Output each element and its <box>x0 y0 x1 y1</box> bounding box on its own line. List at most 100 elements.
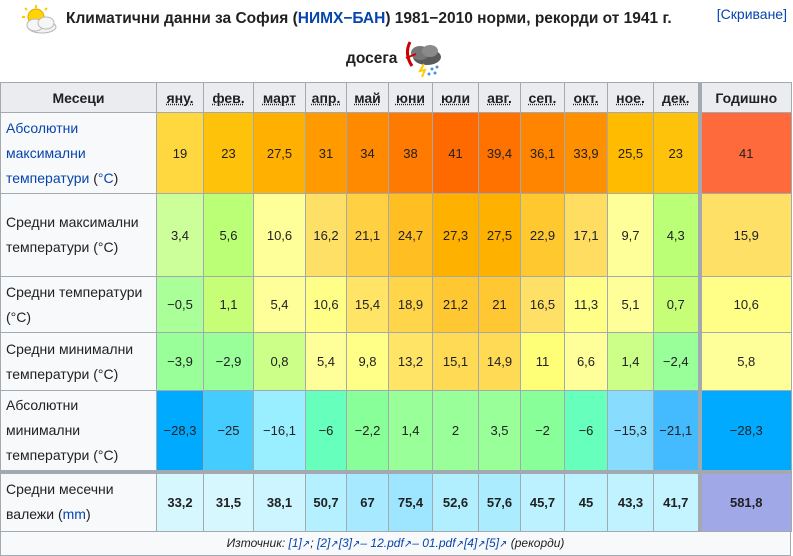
hide-toggle-button[interactable]: [Скриване] <box>716 6 787 22</box>
value-cell: −2,2 <box>346 390 389 472</box>
row-label: Средни минимални температури (°C) <box>0 332 157 391</box>
value-cell: 15,1 <box>432 332 479 391</box>
value-cell: 21 <box>478 276 521 333</box>
source-refs: [1]↗; [2]↗[3]↗– 12.pdf↗– 01.pdf↗[4]↗[5]↗ <box>289 536 508 550</box>
value-cell: 13,2 <box>388 332 433 391</box>
row-label-link[interactable]: mm <box>62 506 86 523</box>
month-label: юни <box>395 89 426 106</box>
annual-cell: 15,9 <box>697 193 792 277</box>
value-cell: 27,3 <box>432 193 479 277</box>
value-cell: −2,9 <box>203 332 254 391</box>
source-ref-link[interactable]: [5] <box>485 536 500 550</box>
source-prefix: Източник: <box>226 536 289 550</box>
value-cell: 10,6 <box>305 276 347 333</box>
value-cell: 24,7 <box>388 193 433 277</box>
table-row: Средни месечни валежи (mm) 33,2 31,5 38,1 50… <box>0 469 792 532</box>
value-cell: 67 <box>346 469 389 532</box>
row-label-text: ( <box>89 169 98 186</box>
value-cell: 10,6 <box>253 193 306 277</box>
external-link-icon: ↗ <box>403 539 413 550</box>
table-row: Абсолютни минимални температури (°C) −28,… <box>0 390 792 472</box>
value-cell: 3,4 <box>156 193 204 277</box>
row-label: Средни температури (°C) <box>0 276 157 333</box>
source-ref-link[interactable]: [4] <box>463 536 478 550</box>
value-cell: 33,2 <box>156 469 204 532</box>
row-label: Средни максимални температури (°C) <box>0 193 157 277</box>
month-label: фев. <box>212 89 245 106</box>
value-cell: 31 <box>305 112 347 194</box>
row-label-text: Средни максимални температури (°C) <box>6 214 139 255</box>
month-label: апр. <box>311 89 341 106</box>
value-cell: 31,5 <box>203 469 254 532</box>
value-cell: 4,3 <box>653 193 700 277</box>
value-cell: 5,6 <box>203 193 254 277</box>
month-label: ное. <box>616 89 645 106</box>
row-label-text: Абсолютни минимални температури (°C) <box>6 396 119 463</box>
value-cell: 21,1 <box>346 193 389 277</box>
source-ref-link[interactable]: [1] <box>288 536 302 550</box>
value-cell: 57,6 <box>478 469 521 532</box>
value-cell: 1,4 <box>388 390 433 472</box>
value-cell: 21,2 <box>432 276 479 333</box>
source-ref-link[interactable]: – 01.pdf <box>412 536 456 550</box>
value-cell: 23 <box>203 112 254 194</box>
value-cell: 9,7 <box>607 193 654 277</box>
source-ref-link[interactable]: – 12.pdf <box>360 536 404 550</box>
month-header: фев. <box>203 82 254 113</box>
value-cell: 19 <box>156 112 204 194</box>
table-row: Средни температури (°C) −0,5 1,1 5,4 10,6 15,… <box>0 276 792 333</box>
value-cell: 39,4 <box>478 112 521 194</box>
row-label-text: ( <box>54 506 63 523</box>
value-cell: 45 <box>564 469 608 532</box>
row-label-link[interactable]: °C <box>97 169 114 186</box>
table-caption: Климатични данни за София (НИМХ−БАН) 198… <box>0 0 793 82</box>
months-header: Месеци <box>0 82 157 113</box>
value-cell: 41,7 <box>653 469 700 532</box>
value-cell: 6,6 <box>564 332 608 391</box>
annual-cell: 41 <box>697 112 792 194</box>
value-cell: 11 <box>520 332 565 391</box>
row-label-text: Средни температури (°C) <box>6 283 143 325</box>
month-header: апр. <box>305 82 347 113</box>
month-label: сеп. <box>528 89 557 106</box>
table-row: Средни максимални температури (°C) 3,4 5,6… <box>0 193 792 277</box>
annual-cell: 581,8 <box>697 469 792 532</box>
table-row: Средни минимални температури (°C) −3,9 −2,… <box>0 332 792 391</box>
row-label-link[interactable]: температури <box>6 169 90 186</box>
value-cell: 75,4 <box>388 469 433 532</box>
row-label-text: Средни минимални температури (°C) <box>6 340 134 382</box>
external-link-icon: ↗ <box>477 539 486 550</box>
value-cell: 11,3 <box>564 276 608 333</box>
annual-cell: 5,8 <box>697 332 792 391</box>
source-ref-link[interactable]: [3] <box>338 536 353 550</box>
value-cell: 18,9 <box>388 276 433 333</box>
caption-prefix: Климатични данни за София ( <box>66 10 298 27</box>
external-link-icon: ↗ <box>330 539 339 550</box>
value-cell: −21,1 <box>653 390 700 472</box>
month-header: март <box>253 82 306 113</box>
value-cell: 5,4 <box>305 332 347 391</box>
month-header: май <box>346 82 389 113</box>
value-cell: −6 <box>564 390 608 472</box>
month-label: авг. <box>487 89 512 106</box>
month-header: дек. <box>653 82 700 113</box>
row-label-link[interactable]: максимални <box>6 144 86 161</box>
value-cell: −25 <box>203 390 254 472</box>
header-row: Месеци яну. фев. март апр. май юни юли авг. сеп.… <box>0 82 792 113</box>
row-label-text: Средни месечни <box>6 481 114 498</box>
month-header: сеп. <box>520 82 565 113</box>
value-cell: 5,1 <box>607 276 654 333</box>
source-line: Източник: [1]↗; [2]↗[3]↗– 12.pdf↗– 01.pd… <box>0 532 791 556</box>
value-cell: 5,4 <box>253 276 306 333</box>
source-ref-link[interactable]: [2] <box>316 536 331 550</box>
external-link-icon: ↗ <box>455 539 464 550</box>
row-label-link[interactable]: Абсолютни <box>6 119 79 136</box>
annual-cell: 10,6 <box>697 276 792 333</box>
value-cell: −2,4 <box>653 332 700 391</box>
value-cell: 1,1 <box>203 276 254 333</box>
value-cell: 25,5 <box>607 112 654 194</box>
value-cell: −28,3 <box>156 390 204 472</box>
nimh-ban-link[interactable]: НИМХ−БАН <box>297 10 386 27</box>
value-cell: 43,3 <box>607 469 654 532</box>
